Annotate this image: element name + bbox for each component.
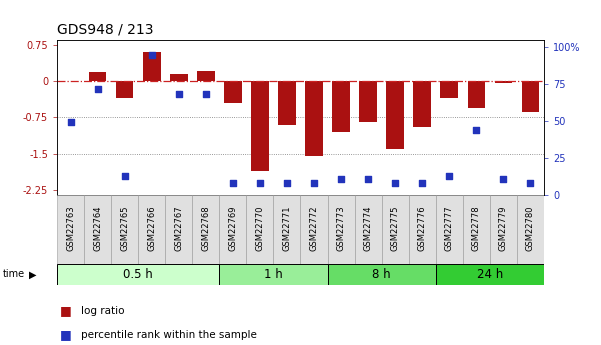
Text: GSM22768: GSM22768 [201, 205, 210, 251]
Point [228, 180, 238, 185]
Bar [300, 195, 328, 264]
Bar [111, 195, 138, 264]
Bar [328, 195, 355, 264]
Bar [219, 195, 246, 264]
Text: GSM22772: GSM22772 [310, 205, 319, 251]
Bar [386, 81, 404, 149]
Bar [413, 81, 431, 127]
Point [174, 91, 183, 97]
Bar [219, 264, 328, 285]
Point [93, 87, 102, 92]
Bar [84, 195, 111, 264]
Bar [278, 81, 296, 125]
Point [147, 52, 156, 58]
Text: 0.5 h: 0.5 h [123, 268, 153, 281]
Text: ■: ■ [60, 328, 72, 341]
Text: 8 h: 8 h [373, 268, 391, 281]
Text: log ratio: log ratio [81, 306, 124, 315]
Text: GSM22765: GSM22765 [120, 205, 129, 251]
Bar [463, 195, 490, 264]
Text: GSM22776: GSM22776 [418, 205, 427, 251]
Text: ▶: ▶ [29, 269, 36, 279]
Point [282, 180, 291, 185]
Text: GSM22764: GSM22764 [93, 205, 102, 251]
Bar [57, 264, 219, 285]
Text: GSM22770: GSM22770 [255, 205, 264, 251]
Bar [89, 72, 106, 81]
Bar [409, 195, 436, 264]
Text: GSM22763: GSM22763 [66, 205, 75, 251]
Point [201, 91, 210, 97]
Bar [495, 81, 512, 83]
Bar [170, 73, 188, 81]
Bar [305, 81, 323, 156]
Bar [441, 81, 458, 98]
Text: GSM22779: GSM22779 [499, 205, 508, 251]
Bar [490, 195, 517, 264]
Text: GSM22777: GSM22777 [445, 205, 454, 251]
Text: 24 h: 24 h [477, 268, 503, 281]
Bar [332, 81, 350, 132]
Bar [197, 71, 215, 81]
Bar [382, 195, 409, 264]
Text: GSM22767: GSM22767 [174, 205, 183, 251]
Point [336, 177, 346, 182]
Text: GSM22775: GSM22775 [391, 205, 400, 251]
Bar [246, 195, 273, 264]
Bar [359, 81, 377, 122]
Text: ■: ■ [60, 304, 72, 317]
Text: GSM22769: GSM22769 [228, 205, 237, 251]
Bar [57, 195, 84, 264]
Point [255, 180, 264, 185]
Text: GSM22780: GSM22780 [526, 205, 535, 251]
Bar [224, 81, 242, 103]
Bar [355, 195, 382, 264]
Text: GDS948 / 213: GDS948 / 213 [57, 22, 154, 36]
Bar [192, 195, 219, 264]
Bar [522, 81, 539, 112]
Text: GSM22778: GSM22778 [472, 205, 481, 251]
Text: percentile rank within the sample: percentile rank within the sample [81, 330, 257, 339]
Point [417, 180, 427, 185]
Bar [143, 52, 160, 81]
Text: time: time [3, 269, 25, 279]
Point [498, 177, 508, 182]
Bar [436, 195, 463, 264]
Bar [328, 264, 436, 285]
Point [471, 127, 481, 132]
Bar [273, 195, 300, 264]
Point [120, 174, 129, 179]
Text: GSM22766: GSM22766 [147, 205, 156, 251]
Text: GSM22771: GSM22771 [282, 205, 291, 251]
Text: GSM22773: GSM22773 [337, 205, 346, 251]
Point [391, 180, 400, 185]
Bar [251, 81, 269, 171]
Bar [517, 195, 544, 264]
Bar [116, 81, 133, 98]
Bar [138, 195, 165, 264]
Point [66, 119, 76, 125]
Text: GSM22774: GSM22774 [364, 205, 373, 251]
Bar [468, 81, 485, 108]
Bar [165, 195, 192, 264]
Point [363, 177, 373, 182]
Point [525, 180, 535, 185]
Point [309, 180, 319, 185]
Text: 1 h: 1 h [264, 268, 283, 281]
Bar [436, 264, 544, 285]
Point [444, 174, 454, 179]
